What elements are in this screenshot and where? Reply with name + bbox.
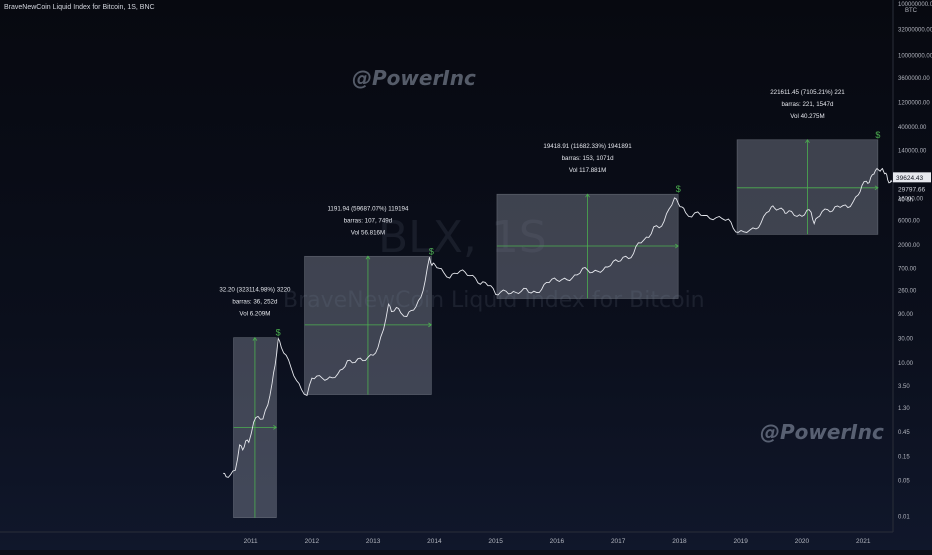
range-arrow-4 bbox=[805, 139, 810, 143]
range-arrow-h-2 bbox=[428, 322, 433, 328]
y-tick-label: 90.00 bbox=[898, 312, 914, 318]
symbol-watermark: BLX, 1S bbox=[378, 212, 547, 263]
y-tick-label: 140000.00 bbox=[898, 148, 927, 154]
author-watermark-bottom: @PowerInc bbox=[760, 420, 884, 444]
x-tick-label: 2019 bbox=[733, 538, 748, 545]
peak-marker-3: $ bbox=[676, 184, 681, 194]
range-label-3-2: barras: 153, 1071d bbox=[562, 155, 615, 162]
x-tick-label: 2015 bbox=[488, 538, 503, 545]
x-tick-label: 2017 bbox=[611, 538, 626, 545]
y-tick-label: 10.00 bbox=[898, 361, 914, 367]
y-tick-label: 0.45 bbox=[898, 430, 910, 436]
range-label-2-2: barras: 107, 749d bbox=[344, 217, 393, 224]
peak-marker-1: $ bbox=[276, 328, 281, 338]
range-label-4-1: 221611.45 (7105.21%) 221 bbox=[770, 89, 845, 96]
x-tick-label: 2011 bbox=[244, 538, 258, 545]
y-tick-label: 3600000.00 bbox=[898, 76, 930, 82]
current-price-value: 39624.43 bbox=[896, 175, 923, 182]
range-arrow-1 bbox=[252, 336, 258, 341]
y-tick-label: 100000000.00 bbox=[898, 2, 932, 8]
range-label-2-3: Vol 56.816M bbox=[351, 229, 385, 236]
x-tick-label: 2021 bbox=[856, 538, 871, 545]
x-tick-label: 2020 bbox=[795, 538, 810, 545]
peak-marker-4: $ bbox=[875, 130, 880, 140]
bar-countdown: 40 6h bbox=[898, 197, 913, 203]
y-tick-label: 700.00 bbox=[898, 266, 917, 272]
y-tick-label: 0.01 bbox=[898, 515, 910, 521]
y-tick-label: 16000.00 bbox=[898, 197, 924, 203]
range-label-1-3: Vol 6.209M bbox=[239, 311, 270, 318]
y-tick-label: 2000.00 bbox=[898, 243, 920, 249]
price-series-line bbox=[223, 167, 893, 478]
x-tick-label: 2018 bbox=[672, 538, 687, 545]
y-tick-label: 1.30 bbox=[898, 406, 910, 412]
y-tick-label: 6000.00 bbox=[898, 218, 920, 224]
range-label-4-3: Vol 40.275M bbox=[790, 113, 824, 120]
range-label-1-1: 32.20 (323114.98%) 3220 bbox=[219, 287, 291, 294]
author-watermark-top: @PowerInc bbox=[352, 66, 476, 90]
y-tick-label: 3.50 bbox=[898, 384, 910, 390]
range-label-4-2: barras: 221, 1547d bbox=[781, 101, 834, 108]
currency-label: BTC bbox=[905, 8, 918, 14]
x-tick-label: 2016 bbox=[550, 538, 565, 545]
name-watermark: BraveNewCoin Liquid Index for Bitcoin bbox=[283, 288, 705, 313]
y-tick-label: 10000000.00 bbox=[898, 53, 932, 59]
range-arrow-2 bbox=[365, 255, 371, 260]
y-tick-label: 32000000.00 bbox=[898, 27, 932, 33]
peak-marker-2: $ bbox=[429, 246, 434, 256]
y-tick-label: 0.15 bbox=[898, 454, 910, 460]
x-tick-label: 2012 bbox=[305, 538, 320, 545]
y-tick-label: 30.00 bbox=[898, 336, 914, 342]
range-arrow-3 bbox=[585, 193, 590, 198]
last-price-value: 29797.66 bbox=[898, 186, 925, 193]
y-tick-label: 260.00 bbox=[898, 288, 917, 294]
range-label-3-3: Vol 117.881M bbox=[569, 167, 606, 174]
x-tick-label: 2014 bbox=[427, 538, 442, 545]
range-label-2-1: 1191.94 (59687.07%) 119194 bbox=[327, 205, 409, 212]
y-tick-label: 1200000.00 bbox=[898, 101, 930, 107]
range-arrow-h-1 bbox=[273, 425, 278, 430]
range-arrow-h-4 bbox=[874, 185, 879, 191]
current-price-tag bbox=[893, 172, 931, 183]
y-tick-label: 400000.00 bbox=[898, 125, 927, 131]
x-tick-label: 2013 bbox=[366, 538, 381, 545]
range-label-1-2: barras: 36, 252d bbox=[232, 299, 278, 306]
chart-title: BraveNewCoin Liquid Index for Bitcoin, 1… bbox=[4, 4, 155, 11]
y-tick-label: 0.05 bbox=[898, 479, 910, 485]
range-label-3-1: 19418.91 (11682.33%) 1941891 bbox=[543, 143, 632, 150]
range-arrow-h-3 bbox=[674, 243, 679, 249]
